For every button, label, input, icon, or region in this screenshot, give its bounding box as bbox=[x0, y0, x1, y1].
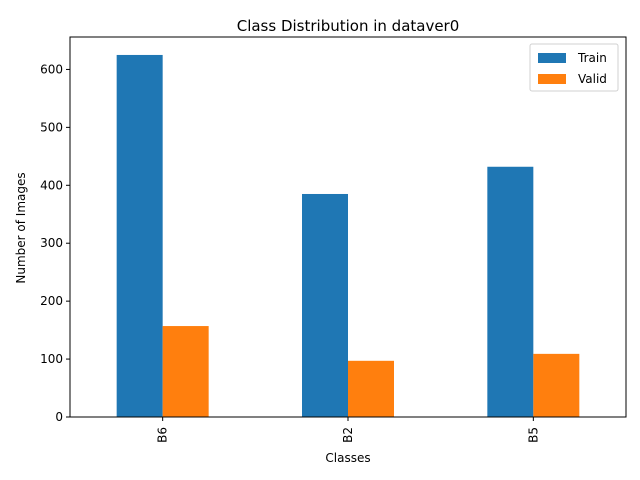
y-tick-label: 400 bbox=[40, 178, 63, 192]
legend-label-train: Train bbox=[577, 51, 607, 65]
x-tick-label: B6 bbox=[156, 427, 170, 443]
legend-swatch-train bbox=[538, 53, 566, 63]
y-axis-label: Number of Images bbox=[14, 172, 28, 283]
x-axis-ticks: B6 B2 B5 bbox=[156, 417, 540, 443]
y-tick-label: 500 bbox=[40, 120, 63, 134]
legend-swatch-valid bbox=[538, 74, 566, 84]
bar-valid-b6 bbox=[162, 326, 209, 417]
bar-train-b5 bbox=[487, 166, 534, 417]
y-tick-label: 600 bbox=[40, 62, 63, 76]
bars-group bbox=[116, 54, 580, 418]
x-tick-label: B2 bbox=[341, 427, 355, 443]
y-tick-label: 100 bbox=[40, 352, 63, 366]
chart-title: Class Distribution in dataver0 bbox=[237, 17, 460, 35]
bar-valid-b2 bbox=[348, 360, 394, 417]
plot-frame bbox=[69, 36, 627, 418]
legend: Train Valid bbox=[529, 43, 619, 92]
bar-train-b6 bbox=[116, 54, 163, 418]
y-tick-label: 300 bbox=[40, 236, 63, 250]
y-tick-label: 200 bbox=[40, 294, 63, 308]
x-tick-label: B5 bbox=[526, 427, 540, 443]
y-tick-label: 0 bbox=[55, 410, 63, 424]
bar-valid-b5 bbox=[533, 353, 580, 417]
x-axis-label: Classes bbox=[325, 451, 370, 465]
bar-train-b2 bbox=[302, 193, 348, 417]
y-axis-ticks: 0 100 200 300 400 500 600 bbox=[40, 62, 70, 424]
legend-label-valid: Valid bbox=[578, 72, 607, 86]
